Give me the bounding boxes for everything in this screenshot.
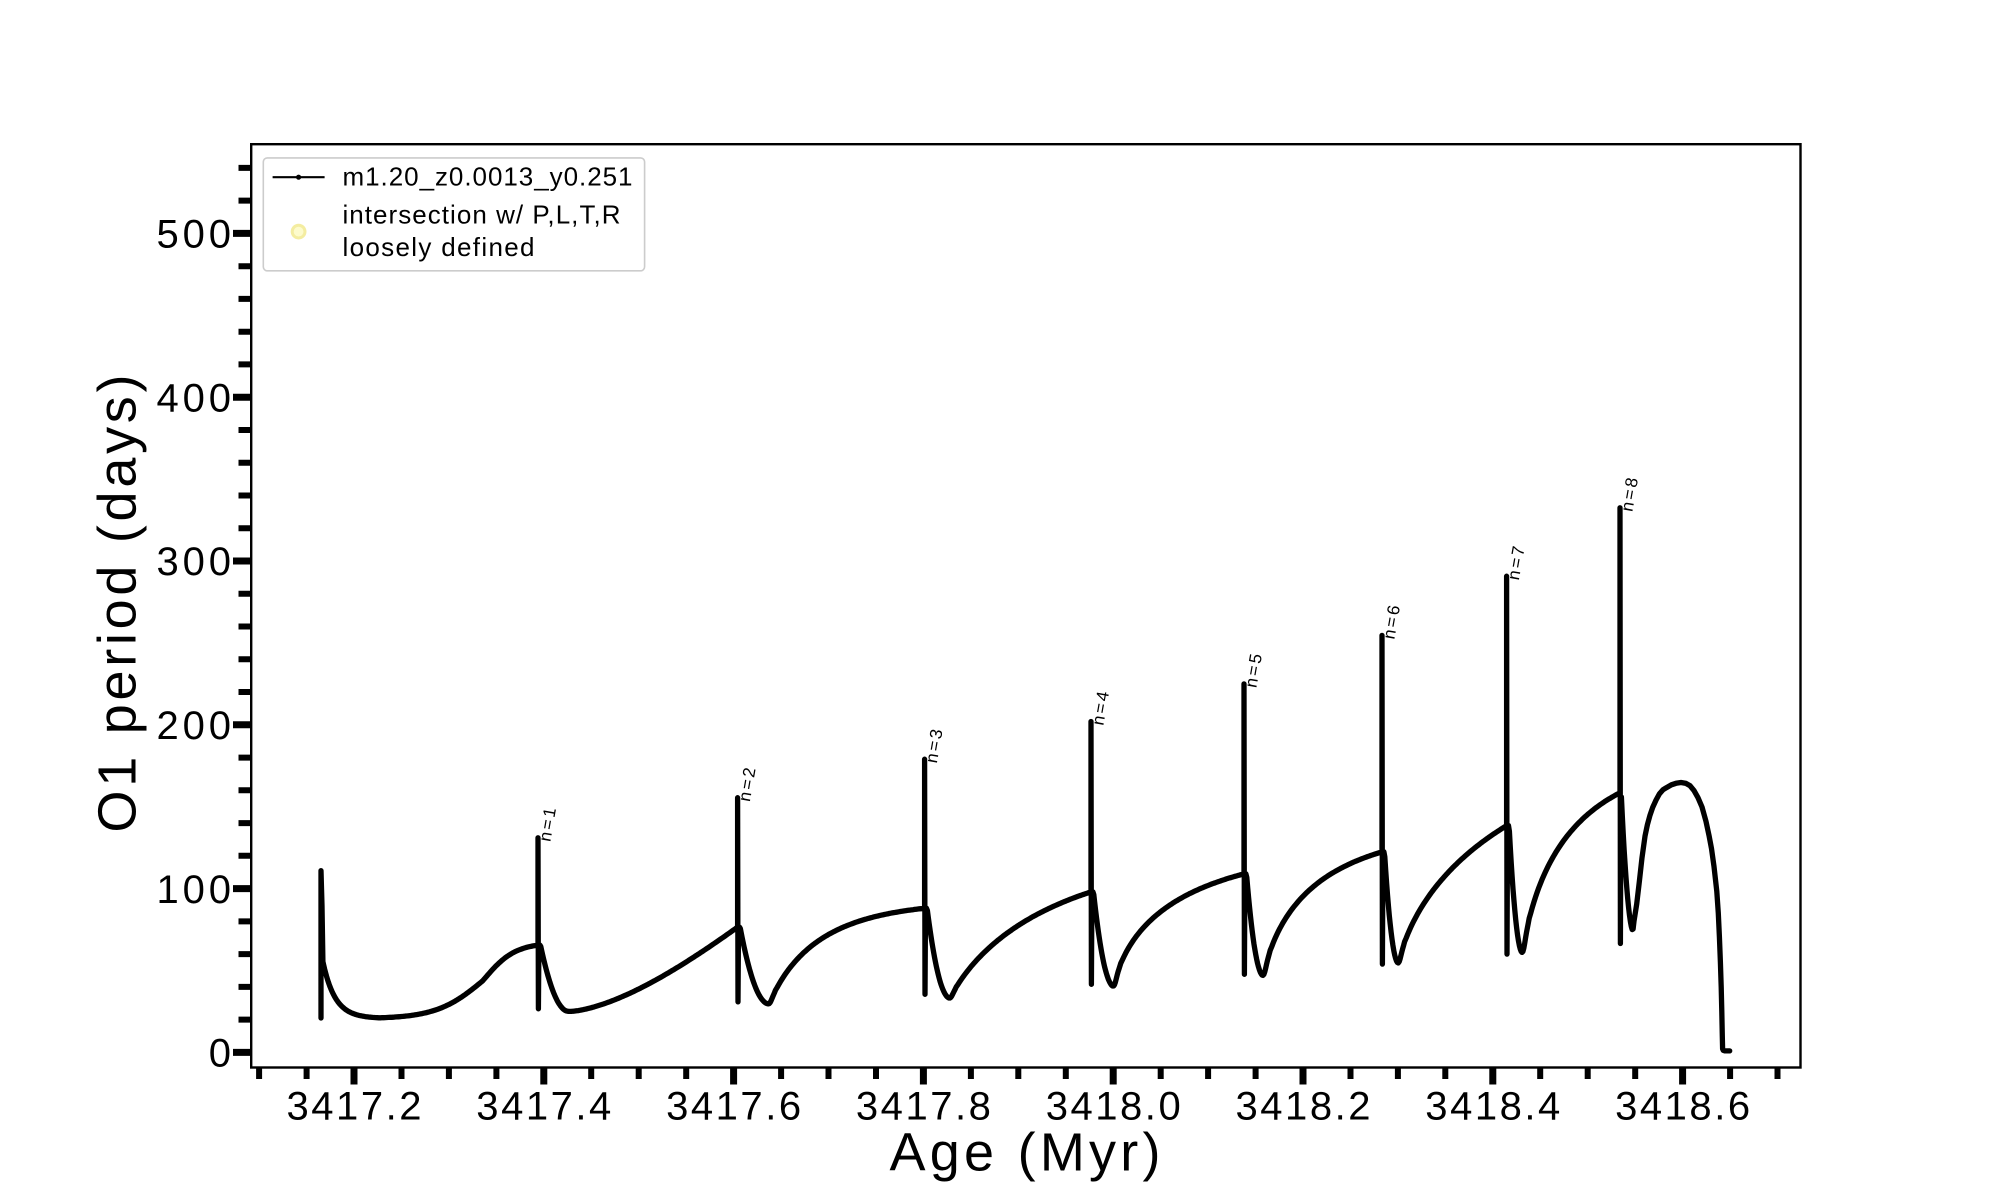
svg-text:Age (Myr): Age (Myr): [890, 1123, 1161, 1183]
svg-text:0: 0: [209, 1032, 231, 1076]
svg-text:3417.4: 3417.4: [476, 1084, 611, 1128]
svg-text:m1.20_z0.0013_y0.251: m1.20_z0.0013_y0.251: [343, 162, 633, 192]
svg-text:500: 500: [157, 213, 232, 257]
svg-text:3418.4: 3418.4: [1425, 1084, 1560, 1128]
svg-text:loosely defined: loosely defined: [343, 232, 535, 262]
svg-text:3417.6: 3417.6: [666, 1084, 801, 1128]
svg-text:3417.2: 3417.2: [287, 1084, 422, 1128]
svg-text:intersection w/ P,L,T,R: intersection w/ P,L,T,R: [343, 200, 621, 230]
svg-text:300: 300: [157, 540, 232, 584]
svg-text:O1 period (days): O1 period (days): [88, 375, 148, 833]
svg-text:200: 200: [157, 704, 232, 748]
svg-text:3418.6: 3418.6: [1615, 1084, 1750, 1128]
svg-text:400: 400: [157, 376, 232, 420]
svg-text:100: 100: [157, 868, 232, 912]
svg-text:3418.2: 3418.2: [1236, 1084, 1371, 1128]
